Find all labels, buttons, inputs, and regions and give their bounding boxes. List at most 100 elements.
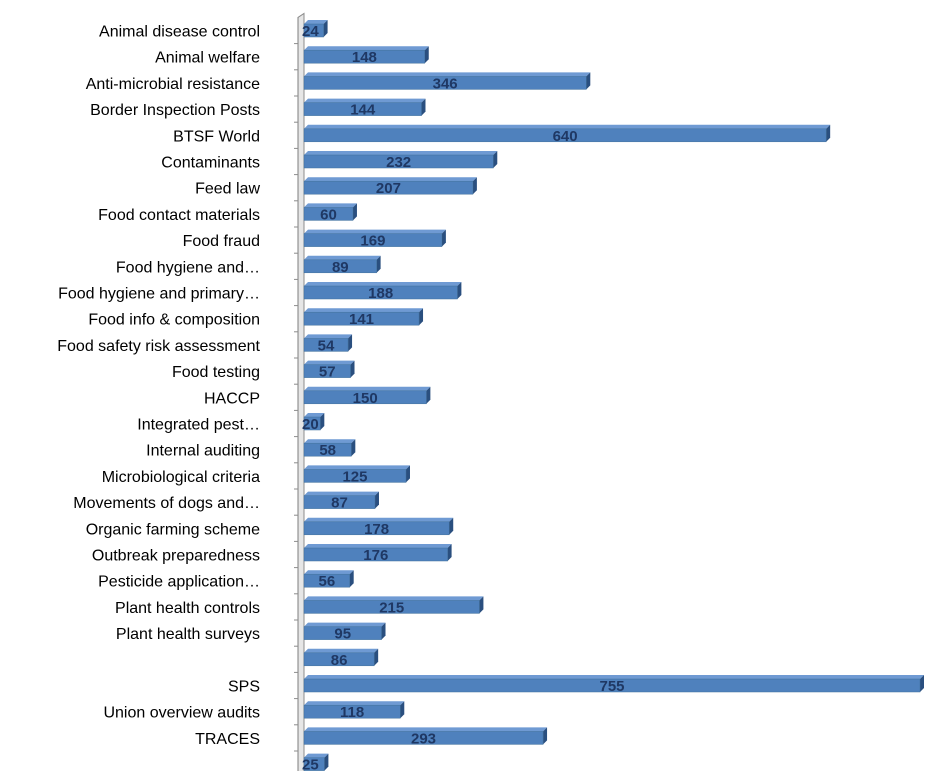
category-label: Food fraud [183,233,260,250]
bar-12 [303,334,353,352]
bar-top-face [304,46,429,51]
category-label: Animal welfare [155,50,260,67]
category-label: Contaminants [161,155,260,172]
data-label: 188 [368,285,393,302]
category-label: Border Inspection Posts [90,102,260,119]
bar-front-face [303,49,426,64]
data-label: 58 [319,442,336,459]
bar-side-face [424,46,429,64]
axis-wall [297,12,305,771]
data-label: 87 [331,495,348,512]
bar-front-face [303,626,382,640]
category-label: HACCP [204,390,260,407]
bar-8 [303,229,446,247]
bar-side-face [543,727,548,745]
bar-17 [303,465,410,483]
bar-top-face [304,439,356,444]
category-label: Microbiological criteria [102,469,260,486]
bar-top-face [304,72,591,77]
bar-top-face [304,675,924,679]
bar-side-face [323,20,328,37]
data-label: 141 [349,311,374,328]
category-label: Anti-microbial resistance [86,76,260,93]
data-label: 150 [353,390,378,407]
data-label: 57 [319,364,336,381]
bar-front-face [303,652,375,667]
bar-front-face [303,390,427,405]
bar-5 [303,151,498,169]
bar-top-face [304,465,410,470]
bar-side-face [376,255,381,273]
data-label: 54 [318,337,335,354]
category-label: Animal disease control [99,24,260,41]
bar-side-face [352,203,357,221]
bar-top-face [304,544,452,548]
bar-21 [303,570,354,588]
bar-top-face [304,570,354,575]
bar-side-face [419,308,424,326]
bar-4 [303,124,831,143]
bar-side-face [826,124,831,142]
bar-top-face [304,177,477,182]
category-label: Food hygiene and… [116,259,260,276]
bar-front-face [303,154,494,169]
data-label: 176 [363,547,388,564]
bar-0 [303,20,328,38]
bar-front-face [303,23,324,38]
data-label: 346 [433,75,458,92]
bar-top-face [304,648,379,653]
data-label: 293 [411,730,436,747]
bar-side-face [324,753,329,771]
data-label: 640 [553,128,578,145]
category-label: Food safety risk assessment [57,338,260,355]
bar-19 [303,517,454,536]
bar-top-face [304,151,498,155]
category-label: Organic farming scheme [86,521,260,538]
bar-top-face [304,360,355,365]
bar-22 [303,596,484,614]
data-label: 169 [360,233,385,250]
bar-side-face [426,386,431,404]
bar-front-face [303,311,420,326]
bar-20 [303,544,452,562]
data-label: 118 [340,704,364,721]
bar-side-face [441,229,446,247]
bar-front-face [303,180,474,195]
bar-25 [303,675,924,693]
bar-top-face [304,308,424,313]
bar-side-face [920,675,924,692]
bar-top-face [304,124,831,129]
data-label: 20 [302,416,319,433]
bar-3 [303,98,426,116]
bar-front-face [303,416,321,431]
bar-11 [303,308,424,326]
data-label: 25 [302,757,319,771]
category-label: Movements of dogs and… [73,495,260,512]
bar-side-face [472,177,477,195]
bar-top-face [304,255,381,260]
bar-side-face [449,517,454,535]
data-label: 95 [334,626,351,643]
bar-front-face [303,704,401,719]
bar-side-face [479,596,484,614]
bar-side-face [349,570,354,588]
bar-15 [303,413,325,431]
bar-side-face [457,282,462,299]
bar-top-face [304,622,386,627]
bar-top-face [304,20,328,24]
bar-23 [303,622,386,640]
bar-front-face [303,600,480,614]
bar-9 [303,255,381,274]
bar-front-face [303,495,376,509]
data-label: 178 [364,521,389,538]
bar-top-face [304,334,353,339]
bar-side-face [374,491,379,509]
bar-top-face [304,596,484,601]
bar-side-face [348,334,353,352]
data-label: 144 [350,102,376,119]
bar-top-face [304,413,325,417]
category-label: Food contact materials [98,207,260,224]
category-label: Food hygiene and primary… [58,286,260,303]
bar-2 [303,72,591,90]
